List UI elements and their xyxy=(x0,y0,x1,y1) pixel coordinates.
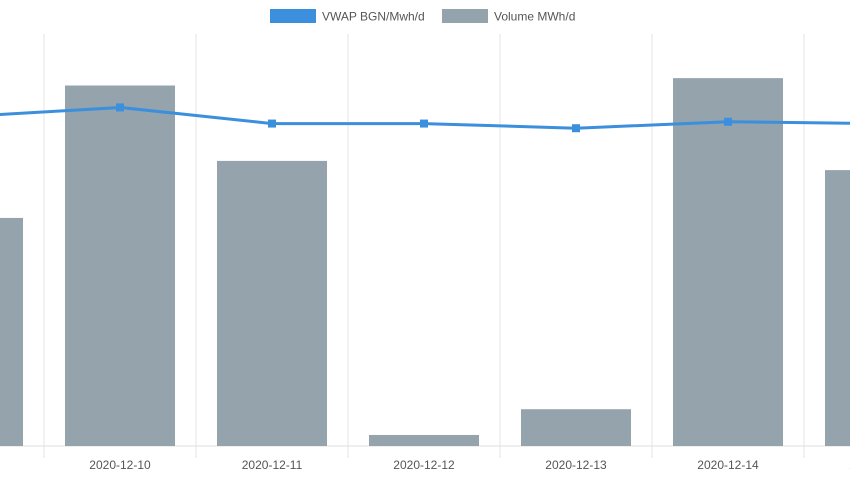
vwap-point-2020-12-14[interactable] xyxy=(724,117,732,126)
volume-bar-2020-12-10[interactable] xyxy=(65,85,175,447)
x-tick-label: 2020-12-11 xyxy=(242,458,303,472)
legend-label-volume[interactable]: Volume MWh/d xyxy=(494,10,575,24)
vwap-point-2020-12-10[interactable] xyxy=(116,103,124,112)
volume-bar-2020-12-14[interactable] xyxy=(673,78,783,447)
volume-bar-2020-12-09[interactable] xyxy=(0,217,23,446)
vwap-point-2020-12-12[interactable] xyxy=(420,119,428,128)
vwap-point-2020-12-11[interactable] xyxy=(268,119,276,128)
volume-bars xyxy=(0,78,850,447)
volume-bar-2020-12-11[interactable] xyxy=(217,160,327,447)
volume-bar-2020-12-12[interactable] xyxy=(369,434,479,446)
legend-swatch-vwap[interactable] xyxy=(270,9,316,23)
x-tick-label: 2020-12-10 xyxy=(89,458,151,472)
legend: VWAP BGN/Mwh/d Volume MWh/d xyxy=(270,9,575,24)
legend-label-vwap[interactable]: VWAP BGN/Mwh/d xyxy=(322,10,425,24)
volume-bar-2020-12-15[interactable] xyxy=(825,170,850,446)
x-tick-label: 2020-12-12 xyxy=(393,458,455,472)
x-tick-label: 2020-12-14 xyxy=(697,458,759,472)
x-axis-labels: 2020-12-092020-12-102020-12-112020-12-12… xyxy=(89,458,850,472)
vwap-point-2020-12-13[interactable] xyxy=(572,124,580,133)
legend-swatch-volume[interactable] xyxy=(442,9,488,23)
volume-bar-2020-12-13[interactable] xyxy=(521,409,631,446)
vwap-line xyxy=(0,103,850,133)
x-tick-label: 2020-12-13 xyxy=(545,458,607,472)
